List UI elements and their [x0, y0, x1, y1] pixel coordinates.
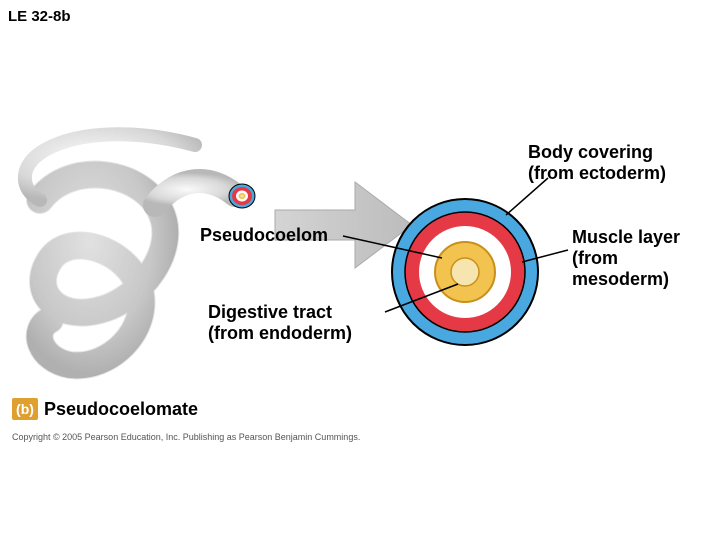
- label-digestive-tract-line2: (from endoderm): [208, 323, 352, 344]
- label-digestive-tract: Digestive tract (from endoderm): [208, 302, 352, 344]
- label-muscle-layer-line1: Muscle layer: [572, 227, 680, 248]
- label-muscle-layer-line2: (from: [572, 248, 680, 269]
- label-body-covering: Body covering (from ectoderm): [528, 142, 666, 184]
- copyright-text: Copyright © 2005 Pearson Education, Inc.…: [12, 432, 360, 442]
- label-pseudocoelom: Pseudocoelom: [200, 225, 328, 246]
- label-body-covering-line1: Body covering: [528, 142, 666, 163]
- cross-section: [392, 199, 538, 345]
- label-muscle-layer: Muscle layer (from mesoderm): [572, 227, 680, 290]
- caption-text: Pseudocoelomate: [44, 399, 198, 420]
- label-digestive-tract-line1: Digestive tract: [208, 302, 352, 323]
- caption: (b) Pseudocoelomate: [12, 398, 198, 420]
- label-muscle-layer-line3: mesoderm): [572, 269, 680, 290]
- label-body-covering-line2: (from ectoderm): [528, 163, 666, 184]
- caption-badge: (b): [12, 398, 38, 420]
